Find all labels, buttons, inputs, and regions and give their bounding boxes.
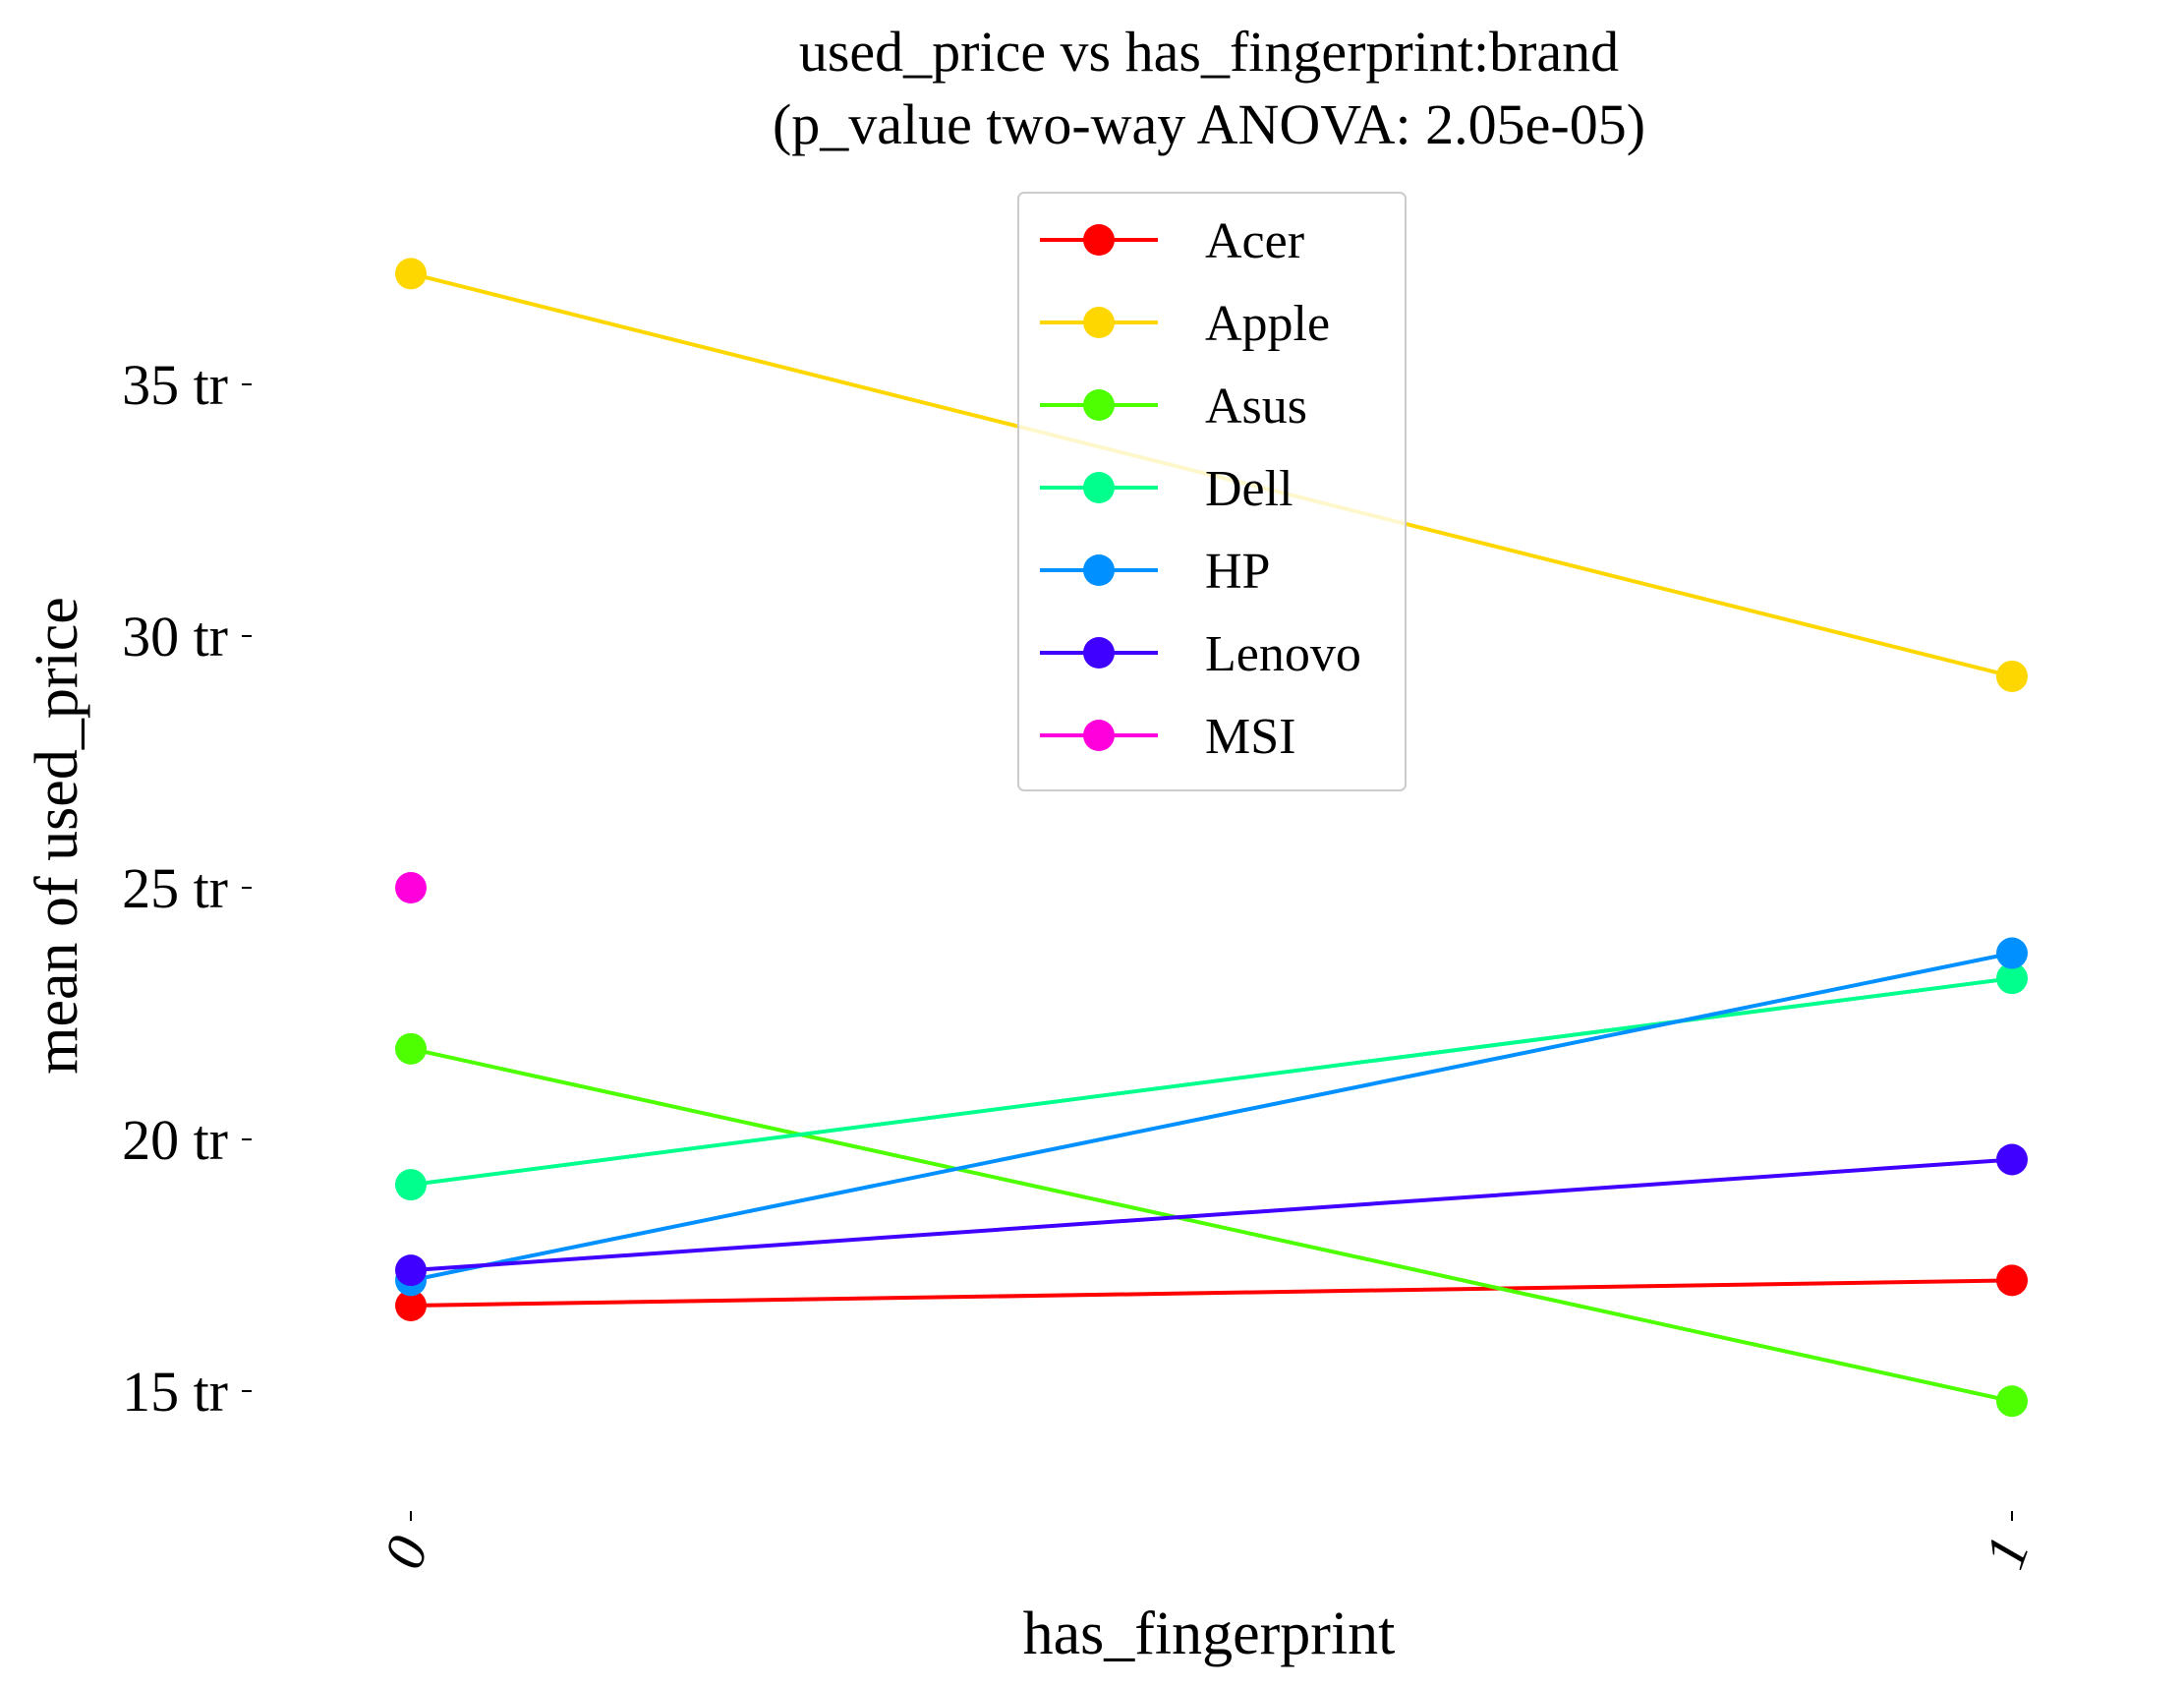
legend-swatch-marker <box>1083 307 1115 338</box>
legend-label: Apple <box>1205 296 1330 352</box>
data-point <box>1996 1264 2028 1297</box>
data-point <box>395 872 427 903</box>
x-axis-label: has_fingerprint <box>1023 1601 1396 1667</box>
data-point <box>1996 937 2028 969</box>
legend-label: MSI <box>1205 709 1295 765</box>
legend-label: Dell <box>1205 461 1293 517</box>
legend-swatch-marker <box>1083 224 1115 256</box>
data-point <box>395 1254 427 1287</box>
series-msi <box>395 872 427 903</box>
legend-item-lenovo: Lenovo <box>1040 626 1361 682</box>
legend-label: Asus <box>1205 378 1307 435</box>
legend-swatch-marker <box>1083 472 1115 503</box>
legend-swatch-marker <box>1083 637 1115 669</box>
y-axis-label: mean of used_price <box>24 597 90 1074</box>
legend-item-asus: Asus <box>1040 378 1307 435</box>
data-point <box>395 1289 427 1321</box>
chart-subtitle: (p_value two-way ANOVA: 2.05e-05) <box>773 92 1645 156</box>
legend-swatch-marker <box>1083 720 1115 751</box>
series-acer <box>395 1264 2028 1321</box>
series-line <box>410 951 2013 1283</box>
chart-title: used_price vs has_fingerprint:brand <box>799 20 1619 84</box>
data-point <box>395 258 427 290</box>
legend-item-msi: MSI <box>1040 709 1295 765</box>
legend-label: Acer <box>1205 213 1304 269</box>
legend-swatch-marker <box>1083 554 1115 586</box>
data-point <box>1996 660 2028 692</box>
data-point <box>395 1032 427 1065</box>
x-tick-label: 1 <box>1972 1528 2041 1576</box>
legend: Acer Apple Asus Dell HP Lenovo MSI <box>1017 192 1407 791</box>
series-layer <box>395 258 2028 1418</box>
series-hp <box>395 937 2028 1297</box>
y-tick-label: 25 tr <box>122 856 228 920</box>
y-tick-label: 20 tr <box>122 1108 228 1172</box>
legend-label: Lenovo <box>1205 626 1361 682</box>
legend-box <box>1017 192 1407 791</box>
legend-item-hp: HP <box>1040 544 1270 600</box>
y-tick-label: 30 tr <box>122 605 228 669</box>
data-point <box>1996 1385 2028 1418</box>
y-axis: 15 tr 20 tr 25 tr 30 tr 35 tr <box>122 353 252 1424</box>
series-dell <box>395 962 2028 1201</box>
series-line <box>410 976 2013 1188</box>
data-point <box>1996 1143 2028 1176</box>
data-point <box>395 1169 427 1201</box>
y-tick-label: 15 tr <box>122 1360 228 1424</box>
series-line <box>410 1046 2013 1404</box>
y-tick-label: 35 tr <box>122 353 228 417</box>
series-line <box>410 1278 2013 1308</box>
legend-item-apple: Apple <box>1040 296 1330 352</box>
series-lenovo <box>395 1143 2028 1287</box>
data-point <box>1996 962 2028 995</box>
legend-item-acer: Acer <box>1040 213 1304 269</box>
x-tick-label: 0 <box>371 1528 440 1576</box>
series-line <box>410 1157 2013 1273</box>
legend-swatch-marker <box>1083 389 1115 421</box>
series-asus <box>395 1032 2028 1418</box>
legend-item-dell: Dell <box>1040 461 1293 517</box>
legend-label: HP <box>1205 544 1270 600</box>
